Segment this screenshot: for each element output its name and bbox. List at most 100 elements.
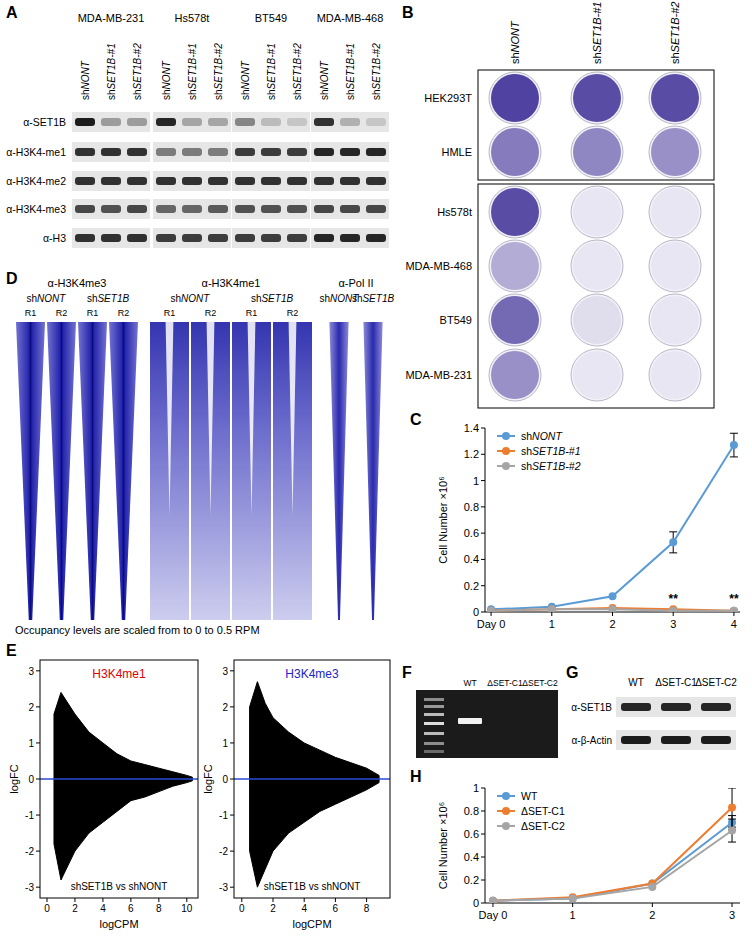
plate-box <box>478 70 714 180</box>
heatmap-replicate-label: R1 <box>25 308 37 318</box>
plot-frame <box>40 660 198 898</box>
series-line <box>493 823 732 901</box>
heatmap-column <box>78 322 107 620</box>
y-tick-label: 0.4 <box>464 851 479 863</box>
plate-stain <box>651 351 699 399</box>
blot-band <box>314 205 334 213</box>
blot-band <box>621 736 651 744</box>
y-tick <box>36 706 40 707</box>
data-point <box>609 605 617 612</box>
plate-well <box>489 126 541 178</box>
heatmap-signal <box>191 322 230 620</box>
plate-stain <box>573 296 621 344</box>
heatmap-condition-label: shNONT <box>171 293 211 304</box>
x-tick-label: 0 <box>239 903 245 914</box>
x-axis <box>485 903 740 904</box>
x-tick-label: 3 <box>670 618 676 630</box>
blot-band <box>366 148 386 156</box>
blot-band <box>75 148 95 156</box>
y-axis-label: logFC <box>8 764 20 793</box>
y-tick-label: 0.4 <box>464 553 479 565</box>
x-tick <box>186 898 187 902</box>
blot-band <box>127 205 147 213</box>
plate-well <box>489 349 541 401</box>
ladder-band <box>424 698 444 701</box>
y-tick <box>36 670 40 671</box>
x-tick-label: 2 <box>270 903 276 914</box>
plot-area <box>489 788 736 903</box>
y-tick-label: 0.6 <box>464 828 479 840</box>
error-bar <box>669 532 677 553</box>
blot-band <box>261 205 281 213</box>
blot-strip <box>311 228 389 248</box>
heatmap-signal <box>109 322 138 620</box>
blot-band <box>127 177 147 185</box>
lane-label: shNONT <box>161 60 172 100</box>
blot-band <box>235 148 255 156</box>
legend-label: ΔSET-C2 <box>521 820 565 832</box>
y-tick <box>481 559 485 560</box>
heatmap-depletion <box>207 322 215 516</box>
data-point <box>728 827 736 835</box>
plate-stain <box>573 74 621 122</box>
blot-band <box>208 118 228 126</box>
blot-band <box>261 148 281 156</box>
heatmap-depletion <box>248 322 256 516</box>
line-chart: 00.20.40.60.81Day 0123Cell Number ×10⁶WT… <box>437 782 740 921</box>
ladder-band <box>424 742 444 745</box>
blot-band <box>287 118 307 126</box>
y-tick <box>230 706 234 707</box>
y-tick <box>481 585 485 586</box>
gel-band <box>458 718 482 724</box>
y-tick <box>481 480 485 481</box>
plate-well <box>649 126 701 178</box>
x-tick <box>492 903 493 907</box>
heatmap-replicate-label: R2 <box>118 308 130 318</box>
blot-row-label: α-H3K4-me3 <box>6 203 66 215</box>
plate-well <box>571 186 623 238</box>
blot-band <box>127 118 147 126</box>
x-tick-label: 3 <box>729 909 735 921</box>
gel-lane-label: ΔSET-C1 <box>487 678 523 688</box>
panel-letter: H <box>410 768 422 785</box>
y-tick <box>481 428 485 429</box>
plate-well <box>489 72 541 124</box>
heatmap-column <box>191 322 230 620</box>
point-cloud <box>54 692 192 779</box>
gel-lane-label: WT <box>463 678 476 688</box>
heatmap-column <box>109 322 138 620</box>
heatmap-replicate-label: R1 <box>87 308 99 318</box>
x-tick <box>102 898 103 902</box>
y-tick <box>481 533 485 534</box>
y-tick <box>481 811 485 812</box>
data-point <box>648 883 656 891</box>
blot-strip <box>616 730 736 750</box>
plate-well <box>571 240 623 292</box>
y-tick <box>230 670 234 671</box>
x-tick <box>130 898 131 902</box>
heatmap-replicate-label: R2 <box>205 308 217 318</box>
y-tick <box>36 851 40 852</box>
y-axis-label: Cell Number ×10⁶ <box>437 476 449 563</box>
y-tick-label: 3 <box>28 666 34 677</box>
blot-strip <box>72 171 150 191</box>
y-tick <box>230 815 234 816</box>
blot-band <box>156 148 176 156</box>
heatmap-column <box>363 322 382 620</box>
plate-row-label: MDA-MB-231 <box>405 369 472 381</box>
blot-band <box>661 703 691 711</box>
error-bar-cap <box>730 456 738 457</box>
blot-lane-label: WT <box>628 677 644 688</box>
x-tick-label: 6 <box>333 903 339 914</box>
y-tick <box>230 887 234 888</box>
plate-stain <box>573 351 621 399</box>
error-bar-cap <box>728 842 736 843</box>
point-cloud <box>54 779 192 880</box>
y-axis-label: logFC <box>202 764 214 793</box>
x-tick-label: 2 <box>72 903 78 914</box>
x-tick-label: 0 <box>44 903 50 914</box>
blot-band <box>340 177 360 185</box>
y-tick-label: 0.8 <box>464 501 479 513</box>
heatmap-condition-label: shSET1B <box>251 293 294 304</box>
plate-row-label: HMLE <box>441 146 472 158</box>
